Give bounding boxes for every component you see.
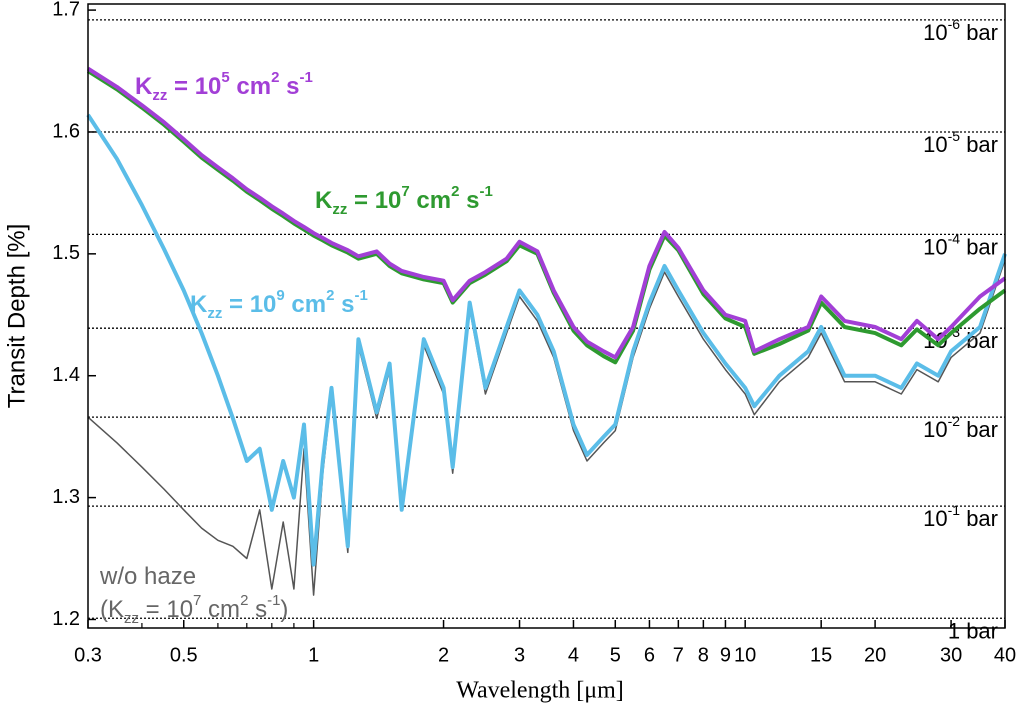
annotation-part: 2: [271, 69, 279, 86]
x-tick-label: 5: [610, 644, 621, 666]
annotation-part: K: [135, 73, 153, 100]
pressure-label-part: bar: [960, 417, 998, 442]
y-axis-label: Transit Depth [%]: [3, 224, 30, 409]
annotation-part: -1: [354, 287, 367, 304]
series-line: [86, 69, 1007, 365]
annotation-part: 7: [193, 592, 201, 609]
series-line: [86, 66, 1007, 360]
pressure-label: 10-2 bar: [923, 413, 998, 442]
series-line: [87, 259, 1006, 596]
annotation-part: 2: [451, 183, 459, 200]
annotation-part: s: [459, 187, 479, 214]
annotation-part: -1: [267, 592, 280, 609]
pressure-label-part: 1 bar: [948, 618, 998, 643]
pressure-label-part: bar: [960, 234, 998, 259]
annotation: Kzz = 107 cm2 s-1: [315, 183, 493, 218]
x-tick-label: 10: [734, 644, 756, 666]
x-tick-label: 3: [514, 644, 525, 666]
x-tick-label: 9: [720, 644, 731, 666]
pressure-label: 10-1 bar: [923, 502, 998, 531]
pressure-label: 1 bar: [948, 618, 998, 643]
annotation-part: = 10: [139, 596, 193, 623]
pressure-label-part: 10: [923, 234, 947, 259]
annotation-part: cm: [285, 291, 326, 318]
annotation: Kzz = 109 cm2 s-1: [190, 287, 368, 322]
annotation-part: 7: [401, 183, 409, 200]
series-line: [86, 113, 1007, 567]
pressure-label: 10-4 bar: [923, 230, 998, 259]
x-tick-label: 0.3: [74, 644, 102, 666]
y-tick-label: 1.4: [52, 364, 80, 386]
annotation: Kzz = 105 cm2 s-1: [135, 69, 313, 104]
annotation-part: zz: [124, 610, 139, 627]
annotation-part: zz: [207, 305, 222, 322]
x-tick-label: 1: [308, 644, 319, 666]
annotation-part: 9: [276, 287, 284, 304]
annotation-part: cm: [201, 596, 240, 623]
y-tick-label: 1.7: [52, 0, 80, 20]
pressure-label-part: 10: [923, 506, 947, 531]
x-tick-label: 30: [940, 644, 962, 666]
x-tick-label: 7: [673, 644, 684, 666]
annotation-part: (K: [100, 596, 124, 623]
annotation-part: w/o haze: [99, 563, 196, 590]
annotation-part: 2: [240, 592, 248, 609]
pressure-label-part: bar: [960, 20, 998, 45]
x-tick-label: 2: [438, 644, 449, 666]
pressure-label-part: -5: [948, 128, 961, 144]
pressure-label-part: 10: [923, 20, 947, 45]
annotation-part: = 10: [167, 73, 221, 100]
pressure-label-part: 10: [923, 417, 947, 442]
plot-frame: [87, 3, 1006, 629]
pressure-label-part: bar: [960, 506, 998, 531]
annotation-part: -1: [299, 69, 312, 86]
pressure-label-part: -6: [948, 16, 961, 32]
pressure-label-part: bar: [960, 132, 998, 157]
pressure-label-part: -4: [948, 230, 961, 246]
annotation-part: zz: [152, 87, 167, 104]
annotation: w/o haze: [99, 563, 196, 590]
annotation-part: s: [279, 73, 299, 100]
pressure-label-part: -1: [948, 502, 961, 518]
annotation-part: = 10: [222, 291, 276, 318]
annotation-part: cm: [230, 73, 271, 100]
annotation-part: s: [248, 596, 267, 623]
annotation-part: 5: [221, 69, 229, 86]
pressure-label-part: -2: [948, 413, 961, 429]
x-tick-label: 8: [698, 644, 709, 666]
pressure-label-part: 10: [923, 132, 947, 157]
annotation-part: zz: [332, 201, 347, 218]
x-tick-label: 40: [994, 644, 1016, 666]
pressure-label: 10-5 bar: [923, 128, 998, 157]
annotation-part: ): [280, 596, 288, 623]
annotation-part: 2: [326, 287, 334, 304]
y-tick-label: 1.6: [52, 120, 80, 142]
annotation-part: s: [334, 291, 354, 318]
x-axis-label: Wavelength [μm]: [456, 678, 624, 704]
y-tick-label: 1.3: [52, 486, 80, 508]
x-tick-label: 20: [864, 644, 886, 666]
annotation-part: -1: [479, 183, 492, 200]
annotation-part: K: [315, 187, 333, 214]
x-tick-label: 4: [568, 644, 579, 666]
annotation-part: K: [190, 291, 208, 318]
annotation: (Kzz = 107 cm2 s-1): [100, 592, 288, 627]
x-tick-label: 6: [644, 644, 655, 666]
y-tick-label: 1.5: [52, 242, 80, 264]
pressure-label: 10-6 bar: [923, 16, 998, 45]
annotation-part: cm: [410, 187, 451, 214]
annotation-part: = 10: [347, 187, 401, 214]
x-tick-label: 15: [810, 644, 832, 666]
x-tick-label: 0.5: [170, 644, 198, 666]
y-tick-label: 1.2: [52, 608, 80, 630]
